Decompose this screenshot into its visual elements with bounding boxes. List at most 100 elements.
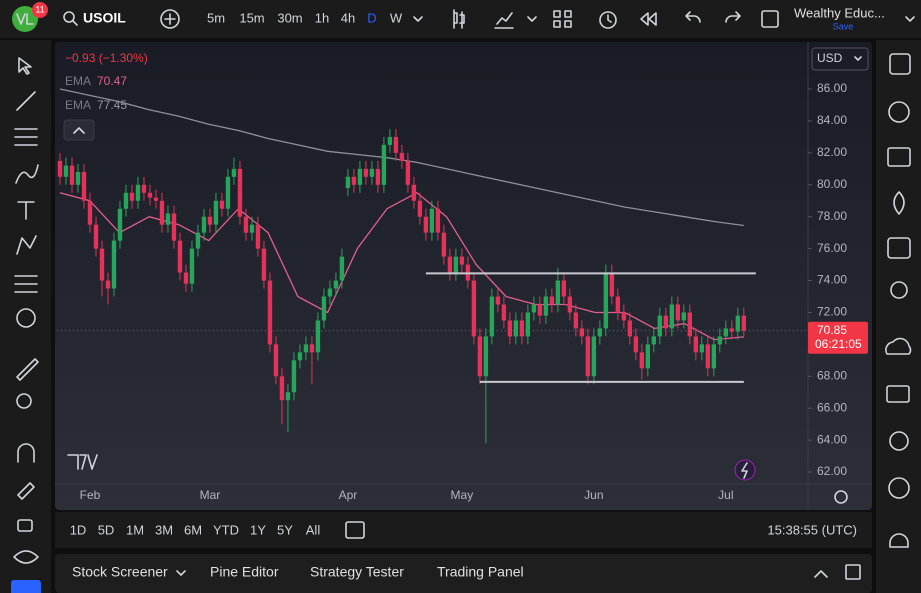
last-price: 70.85 <box>817 323 847 337</box>
range-button[interactable]: All <box>306 522 321 537</box>
panel-tab[interactable]: Strategy Tester <box>310 564 404 580</box>
legend-collapse[interactable] <box>63 119 95 141</box>
panel-tab[interactable]: Stock Screener <box>72 564 168 580</box>
pattern-tool[interactable] <box>16 235 37 255</box>
interval-button[interactable]: 4h <box>341 10 355 25</box>
trash-tool[interactable] <box>11 580 41 593</box>
account-menu[interactable] <box>905 16 915 22</box>
panel-tab[interactable]: Pine Editor <box>210 564 279 580</box>
undo-icon[interactable] <box>685 11 701 23</box>
candle-body <box>357 168 363 185</box>
candle-body <box>183 272 189 284</box>
watchlist-icon[interactable] <box>889 53 911 75</box>
candle-body <box>609 272 615 297</box>
y-tick-label: 78.00 <box>817 209 847 223</box>
candle-body <box>327 288 333 297</box>
candle-body <box>99 248 105 281</box>
range-button[interactable]: 6M <box>184 522 202 537</box>
chart-type-icon[interactable] <box>453 9 465 29</box>
panel-maximize[interactable] <box>845 564 861 580</box>
compare-button[interactable] <box>160 9 180 29</box>
x-tick-label: Feb <box>80 488 101 502</box>
replay-icon[interactable] <box>640 12 657 26</box>
trendline-tool[interactable] <box>16 91 36 111</box>
interval-menu[interactable] <box>413 16 423 22</box>
voice-icon[interactable] <box>889 431 909 451</box>
save-label[interactable]: Save <box>833 21 854 31</box>
interval-button[interactable]: 30m <box>277 10 302 25</box>
forecast-tool[interactable] <box>14 275 38 293</box>
symbol[interactable]: USOIL <box>83 10 126 26</box>
tv-logo <box>67 454 98 470</box>
calendar-icon[interactable] <box>887 237 911 259</box>
notifications-icon[interactable] <box>889 533 909 548</box>
candle-body <box>735 315 741 332</box>
candle-body <box>621 312 627 321</box>
magnet-tool[interactable] <box>17 443 35 463</box>
indicator-name: EMA <box>65 98 91 112</box>
range-button[interactable]: YTD <box>213 522 239 537</box>
signals-icon[interactable] <box>888 477 910 499</box>
range-button[interactable]: 3M <box>155 522 173 537</box>
chats-icon[interactable] <box>886 385 910 403</box>
layouts-icon[interactable] <box>553 10 572 28</box>
interval-button[interactable]: 15m <box>239 10 264 25</box>
left-toolbar <box>0 40 51 593</box>
zoom-tool[interactable] <box>16 393 32 409</box>
lock-drawings-tool[interactable] <box>17 482 35 500</box>
candle-body <box>57 160 63 177</box>
candle-body <box>387 136 393 145</box>
lock-tool[interactable] <box>17 519 33 532</box>
panel-tab[interactable]: Trading Panel <box>437 564 524 580</box>
cursor-tool[interactable] <box>18 57 32 75</box>
candle-body <box>135 184 141 201</box>
candle-body <box>603 272 609 329</box>
interval-button[interactable]: 5m <box>207 10 225 25</box>
indicators-icon[interactable] <box>494 12 514 29</box>
candle-body <box>309 344 315 353</box>
streams-icon[interactable] <box>885 337 912 355</box>
range-button[interactable]: 5D <box>98 522 115 537</box>
panel-collapse[interactable] <box>814 570 828 578</box>
range-button[interactable]: 1M <box>126 522 144 537</box>
range-button[interactable]: 1Y <box>250 522 266 537</box>
candle-body <box>285 392 291 401</box>
range-button[interactable]: 1D <box>70 522 87 537</box>
candle-body <box>129 192 135 201</box>
interval-button[interactable]: D <box>367 10 376 25</box>
candle-body <box>393 136 399 153</box>
screener-menu[interactable] <box>176 570 186 576</box>
candle-body <box>147 192 153 198</box>
account-name[interactable]: Wealthy Educ... <box>794 5 885 20</box>
icons-tool[interactable] <box>16 308 36 328</box>
range-button[interactable]: 5Y <box>277 522 293 537</box>
interval-button[interactable]: 1h <box>315 10 329 25</box>
indicators-menu[interactable] <box>527 16 537 22</box>
fullscreen-icon[interactable] <box>761 10 779 28</box>
candle-body <box>177 240 183 273</box>
alerts-icon[interactable] <box>888 101 910 123</box>
widget-bar <box>885 53 912 548</box>
candle-body <box>459 256 465 265</box>
news-icon[interactable] <box>887 147 911 167</box>
currency-button[interactable] <box>811 47 869 71</box>
text-tool[interactable] <box>17 201 35 220</box>
y-tick-label: 72.00 <box>817 305 847 319</box>
search-icon[interactable] <box>63 11 75 23</box>
alert-icon[interactable] <box>599 11 617 29</box>
fib-tool[interactable] <box>14 128 38 146</box>
interval-button[interactable]: W <box>390 10 403 25</box>
ideas-icon[interactable] <box>890 281 908 299</box>
lightning-button[interactable] <box>734 459 756 481</box>
logo[interactable] <box>12 6 38 32</box>
date-range-icon[interactable] <box>345 521 365 539</box>
currency[interactable]: USD <box>817 51 843 65</box>
ruler-tool[interactable] <box>16 358 39 381</box>
hotlist-icon[interactable] <box>893 191 905 215</box>
candle-body <box>663 315 669 329</box>
brush-tool[interactable] <box>15 164 39 184</box>
settings-icon[interactable] <box>834 490 848 504</box>
candle-body <box>237 168 243 217</box>
visibility-tool[interactable] <box>13 550 39 564</box>
redo-icon[interactable] <box>725 11 741 23</box>
